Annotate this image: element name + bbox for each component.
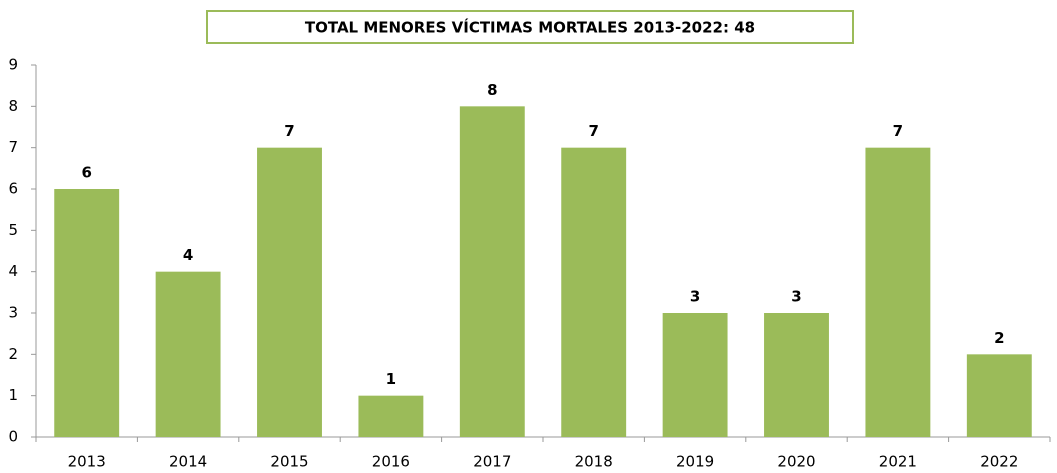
bar [966,354,1032,437]
x-tick-label: 2015 [270,453,308,471]
x-tick-label: 2020 [777,453,815,471]
y-tick-label: 0 [8,428,18,446]
y-tick-label: 9 [8,56,18,74]
x-tick-label: 2022 [980,453,1018,471]
bar [764,313,829,437]
bar [459,106,525,437]
title-box [206,10,854,44]
value-label: 2 [994,329,1004,347]
y-tick-label: 8 [8,97,18,115]
value-label: 1 [386,370,396,388]
bar [358,395,424,437]
value-label: 8 [487,81,497,99]
x-tick-label: 2018 [575,453,613,471]
value-label: 7 [588,122,598,140]
value-label: 6 [81,164,91,182]
x-tick-label: 2013 [68,453,106,471]
value-label: 7 [284,122,294,140]
y-tick-label: 3 [8,304,18,322]
y-tick-label: 7 [8,138,18,156]
x-tick-label: 2014 [169,453,207,471]
bar [54,189,120,437]
y-tick-label: 4 [8,262,18,280]
y-tick-label: 1 [8,386,18,404]
x-tick-label: 2021 [879,453,917,471]
x-tick-label: 2017 [473,453,511,471]
bar [155,271,221,437]
y-tick-label: 5 [8,221,18,239]
value-label: 4 [183,246,193,264]
bar [865,147,931,437]
x-tick-label: 2016 [372,453,410,471]
value-label: 3 [791,288,801,306]
bar [561,147,627,437]
chart-title: TOTAL MENORES VÍCTIMAS MORTALES 2013-202… [305,18,755,37]
x-tick-label: 2019 [676,453,714,471]
value-label: 3 [690,288,700,306]
bar [662,313,728,437]
bar [257,147,322,437]
y-tick-label: 6 [8,180,18,198]
y-tick-label: 2 [8,345,18,363]
value-label: 7 [893,122,903,140]
